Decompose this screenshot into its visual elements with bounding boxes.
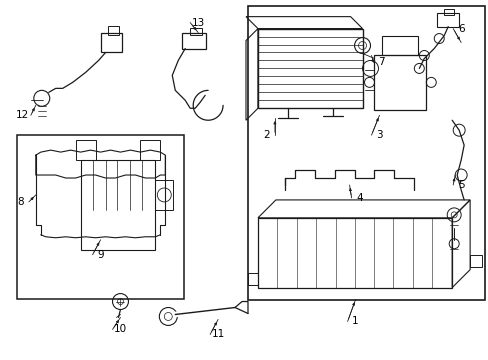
Bar: [81, 160, 155, 250]
Text: 10: 10: [114, 324, 127, 334]
Text: 1: 1: [351, 316, 358, 327]
Text: 7: 7: [377, 58, 384, 67]
Bar: [258, 218, 451, 288]
Text: 8: 8: [18, 197, 24, 207]
Bar: [247, 6, 484, 300]
Bar: [107, 26, 119, 35]
Text: 13: 13: [191, 18, 204, 28]
Text: 5: 5: [457, 180, 464, 190]
Text: 6: 6: [457, 24, 464, 33]
Bar: [101, 32, 122, 53]
Bar: [382, 36, 417, 55]
Text: 3: 3: [375, 130, 382, 140]
Bar: [76, 140, 95, 160]
Bar: [443, 9, 453, 15]
Bar: [140, 140, 160, 160]
Bar: [436, 13, 458, 27]
Bar: [155, 180, 173, 210]
Text: 9: 9: [97, 250, 103, 260]
Bar: [258, 28, 362, 108]
Bar: [17, 135, 184, 298]
Bar: [374, 55, 426, 110]
Text: 12: 12: [16, 110, 29, 120]
Bar: [247, 273, 258, 285]
Text: 11: 11: [211, 329, 224, 339]
Bar: [469, 255, 481, 267]
Text: 4: 4: [356, 193, 362, 203]
Bar: [190, 28, 202, 35]
Bar: [182, 32, 206, 49]
Text: 2: 2: [263, 130, 270, 140]
